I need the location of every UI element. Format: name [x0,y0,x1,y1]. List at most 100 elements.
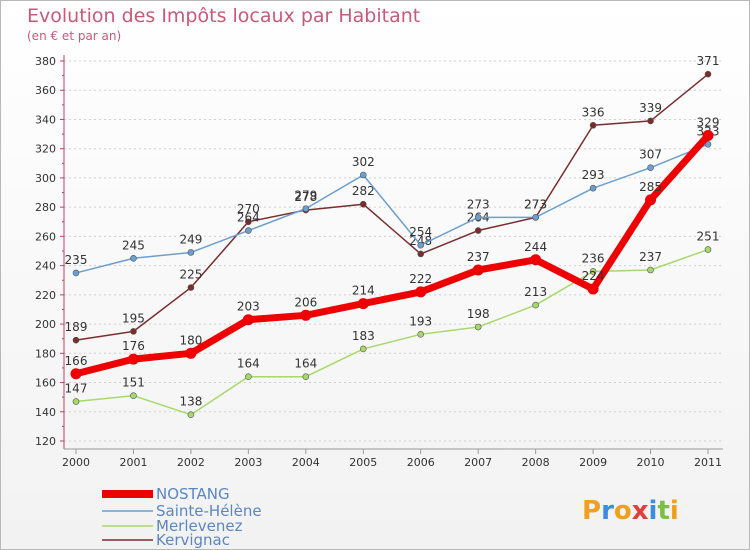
data-point-sainte-h-l-ne [417,241,425,249]
data-label-nostang: 214 [352,284,375,298]
data-label-merlevenez: 147 [65,382,88,396]
data-label-sainte-h-l-ne: 273 [524,197,547,211]
data-label-merlevenez: 193 [409,314,432,328]
y-tick-label: 340 [35,113,56,126]
series-line-nostang [72,132,712,378]
data-point-merlevenez [647,266,654,274]
data-point-merlevenez [187,411,195,418]
y-tick-label: 360 [35,84,56,97]
data-point-nostang [300,309,312,321]
data-point-kervignac [704,70,712,78]
data-label-sainte-h-l-ne: 245 [122,238,145,252]
data-point-sainte-h-l-ne [474,214,482,221]
data-label-kervignac: 336 [582,105,605,119]
data-label-nostang: 244 [524,240,547,254]
data-point-kervignac [474,227,482,234]
series-merlevenez: 147 151 138 164 164 183 193 198 213 236 237 251 [65,230,720,418]
y-tick-label: 280 [35,201,56,214]
data-label-kervignac: 225 [179,268,202,282]
data-label-nostang: 285 [639,180,662,194]
data-label-merlevenez: 164 [237,357,260,371]
data-label-sainte-h-l-ne: 307 [639,148,662,162]
x-tick-label: 2006 [407,456,435,469]
data-label-kervignac: 273 [524,197,547,211]
data-label-nostang: 176 [122,339,145,353]
data-point-sainte-h-l-ne [72,269,80,277]
x-tick-label: 2009 [579,456,607,469]
data-point-merlevenez [589,268,597,275]
proxiti-logo: Proxiti [582,496,679,526]
x-tick-label: 2004 [292,456,320,469]
y-tick-label: 380 [35,55,56,68]
data-label-merlevenez: 198 [467,307,490,321]
series-line-sainte-h-l-ne [75,143,709,274]
data-label-kervignac: 282 [352,184,375,198]
data-point-sainte-h-l-ne [532,214,539,221]
data-point-nostang [645,194,657,206]
x-tick-label: 2001 [119,456,147,469]
data-label-sainte-h-l-ne: 235 [65,253,88,267]
data-label-merlevenez: 164 [294,357,317,371]
x-tick-label: 2010 [637,456,665,469]
data-label-nostang: 166 [65,354,88,368]
data-point-kervignac [589,122,597,129]
data-label-sainte-h-l-ne: 249 [179,232,202,246]
x-tick-label: 2005 [349,456,377,469]
data-point-merlevenez [532,301,539,309]
data-label-kervignac: 278 [294,190,317,204]
data-point-merlevenez [417,331,425,338]
data-point-merlevenez [72,398,80,405]
data-point-sainte-h-l-ne [589,184,597,192]
chart-subtitle: (en € et par an) [27,29,122,43]
data-label-merlevenez: 236 [582,251,605,265]
data-point-kervignac [130,328,137,335]
data-label-kervignac: 189 [65,320,88,334]
series-line-kervignac [75,73,709,341]
data-point-nostang [415,286,427,298]
data-label-kervignac: 339 [639,101,662,115]
data-point-sainte-h-l-ne [359,171,367,179]
x-tick-label: 2008 [522,456,550,469]
data-label-sainte-h-l-ne: 273 [467,197,490,211]
data-label-merlevenez: 237 [639,250,662,264]
data-label-merlevenez: 138 [179,395,202,409]
data-label-sainte-h-l-ne: 264 [237,211,260,225]
series-line-merlevenez [75,248,709,416]
data-point-kervignac [359,200,367,208]
data-label-nostang: 203 [237,300,260,314]
data-point-nostang [70,368,82,380]
x-tick-label: 2003 [234,456,262,469]
data-label-sainte-h-l-ne: 293 [582,168,605,182]
data-label-merlevenez: 251 [697,230,720,244]
y-tick-label: 220 [35,289,56,302]
data-label-nostang: 329 [697,116,720,130]
data-point-nostang [357,298,369,310]
series-sainte-h-l-ne: 235245249264279302254273273293307323 [65,124,719,277]
data-point-kervignac [72,336,80,344]
data-point-nostang [587,283,599,295]
data-point-merlevenez [474,323,482,331]
data-point-nostang [702,130,714,142]
data-point-nostang [127,353,139,365]
legend-label: Kervignac [156,531,230,549]
data-point-kervignac [245,218,252,226]
data-point-kervignac [187,284,195,291]
x-tick-label: 2002 [177,456,205,469]
data-point-sainte-h-l-ne [130,255,137,262]
x-tick-label: 2000 [62,456,90,469]
data-label-kervignac: 195 [122,311,145,325]
data-label-kervignac: 371 [697,54,720,68]
data-point-merlevenez [704,246,712,253]
y-tick-label: 200 [35,318,56,331]
y-tick-label: 120 [35,435,56,448]
y-tick-label: 140 [35,406,56,419]
series-nostang: 166 176 180 203 206 214 222 237 244 224 285 329 [65,116,720,380]
data-point-nostang [530,254,542,266]
data-label-sainte-h-l-ne: 302 [352,155,375,169]
data-point-kervignac [417,250,425,258]
legend-label: NOSTANG [156,485,230,503]
data-point-nostang [472,264,484,276]
y-tick-label: 160 [35,377,56,390]
